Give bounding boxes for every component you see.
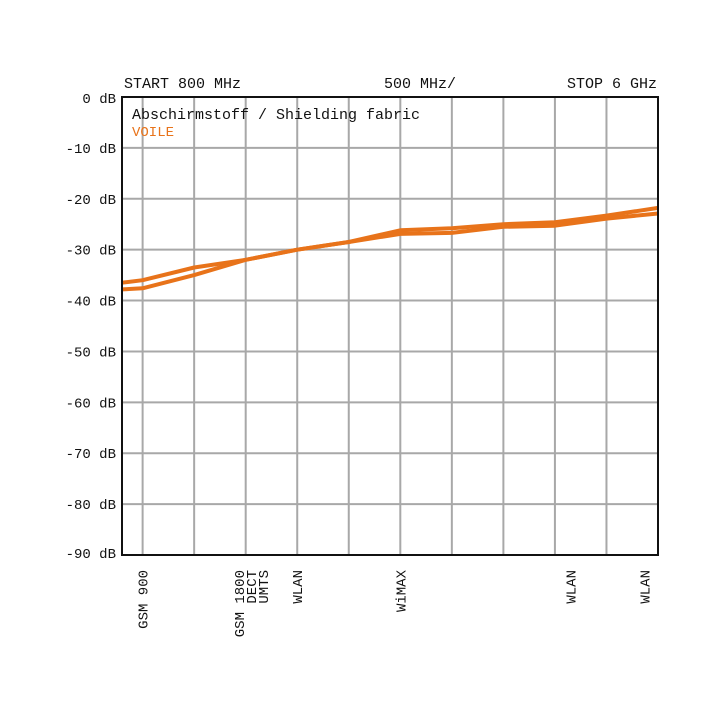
band-label: WLAN [639,570,655,604]
y-tick-label: -50 dB [66,345,116,361]
plot-frame [121,96,659,556]
header-stop: STOP 6 GHz [567,76,657,93]
band-label: DECT [245,570,261,604]
y-tick-label: -90 dB [66,547,116,563]
y-tick-label: -40 dB [66,295,116,311]
y-tick-label: -60 dB [66,396,116,412]
y-axis: 0 dB -10 dB -20 dB -30 dB -40 dB -50 dB -60 dB… [66,92,116,563]
band-label: GSM 900 [137,570,153,629]
header-per-div: 500 MHz/ [384,76,456,93]
band-label: GSM 1800 [233,570,249,637]
y-tick-label: -20 dB [66,193,116,209]
series-group [121,205,659,292]
chart-title: Abschirmstoff / Shielding fabric [132,107,420,124]
y-tick-label: -70 dB [66,447,116,463]
band-label: WLAN [291,570,307,604]
legend-voile: VOILE [132,125,174,141]
header-start: START 800 MHz [124,76,241,93]
y-tick-label: -30 dB [66,244,116,260]
band-label: UMTS [257,570,273,604]
y-tick-label: -10 dB [66,142,116,158]
series-line-2 [121,211,659,292]
grid [122,96,658,556]
y-tick-label: 0 dB [82,92,116,108]
y-tick-label: -80 dB [66,498,116,514]
band-label: WLAN [564,570,580,604]
band-label: WiMAX [394,569,410,612]
